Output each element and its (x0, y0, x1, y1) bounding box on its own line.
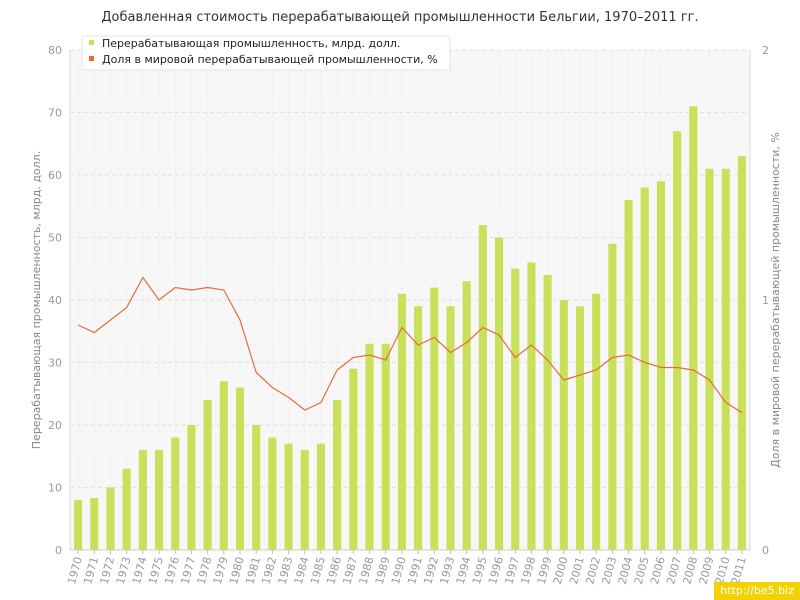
bar (543, 275, 552, 550)
y-tick-label: 20 (48, 419, 62, 432)
bar (511, 268, 520, 550)
legend-box (81, 35, 451, 71)
legend-label-line: Доля в мировой перерабатывающей промышле… (102, 53, 438, 66)
bar (495, 237, 504, 550)
share-line (77, 276, 743, 414)
legend-swatch-bars (89, 40, 94, 45)
bar (219, 381, 228, 550)
y2-tick-label: 2 (762, 44, 769, 57)
bar (300, 450, 309, 550)
bar (624, 200, 633, 550)
bar (155, 450, 164, 550)
legend: Перерабатывающая промышленность, млрд. д… (81, 35, 451, 71)
bar (74, 500, 83, 550)
bar (640, 187, 649, 550)
y2-tick-label: 1 (762, 294, 769, 307)
y-tick-label: 80 (48, 44, 62, 57)
y-axis-title: Перерабатывающая промышленность, млрд. д… (30, 151, 43, 449)
bar (122, 468, 131, 550)
bar (203, 400, 212, 550)
bar (381, 343, 390, 550)
bar (737, 156, 746, 550)
bar (446, 306, 455, 550)
bar (656, 181, 665, 550)
bar (106, 487, 115, 550)
y-tick-label: 0 (55, 544, 62, 557)
bar (187, 425, 196, 550)
bar (430, 287, 439, 550)
bar (316, 443, 325, 550)
bar (365, 343, 374, 550)
legend-label-bars: Перерабатывающая промышленность, млрд. д… (102, 37, 400, 50)
bar (527, 262, 536, 550)
bar (608, 243, 617, 550)
y-tick-label: 70 (48, 107, 62, 120)
axes (69, 50, 751, 551)
bar (397, 293, 406, 550)
bar (90, 498, 99, 550)
y-tick-label: 30 (48, 357, 62, 370)
bar (721, 168, 730, 550)
bar (349, 368, 358, 550)
bar (138, 450, 147, 550)
bar (414, 306, 423, 550)
bar (705, 168, 714, 550)
bar (592, 293, 601, 550)
y-tick-label: 60 (48, 169, 62, 182)
y-tick-label: 50 (48, 232, 62, 245)
bar (462, 281, 471, 550)
y-tick-label: 10 (48, 482, 62, 495)
bar (559, 300, 568, 550)
bar (284, 443, 293, 550)
bar (478, 225, 487, 550)
bar (575, 306, 585, 550)
bar (252, 425, 261, 550)
bar (333, 400, 342, 550)
watermark-link[interactable]: http://be5.biz (714, 582, 800, 600)
bar (689, 106, 698, 550)
chart-title: Добавленная стоимость перерабатывающей п… (101, 10, 699, 25)
bar (673, 131, 682, 550)
bar (171, 437, 180, 550)
bar (268, 437, 277, 550)
line-series (77, 276, 743, 414)
y-tick-label: 40 (48, 294, 62, 307)
y2-axis-title: Доля в мировой перерабатывающей промышле… (769, 132, 782, 468)
legend-swatch-line (89, 56, 94, 61)
bar-series (74, 106, 746, 550)
y2-tick-label: 0 (762, 544, 769, 557)
bar (235, 387, 245, 550)
